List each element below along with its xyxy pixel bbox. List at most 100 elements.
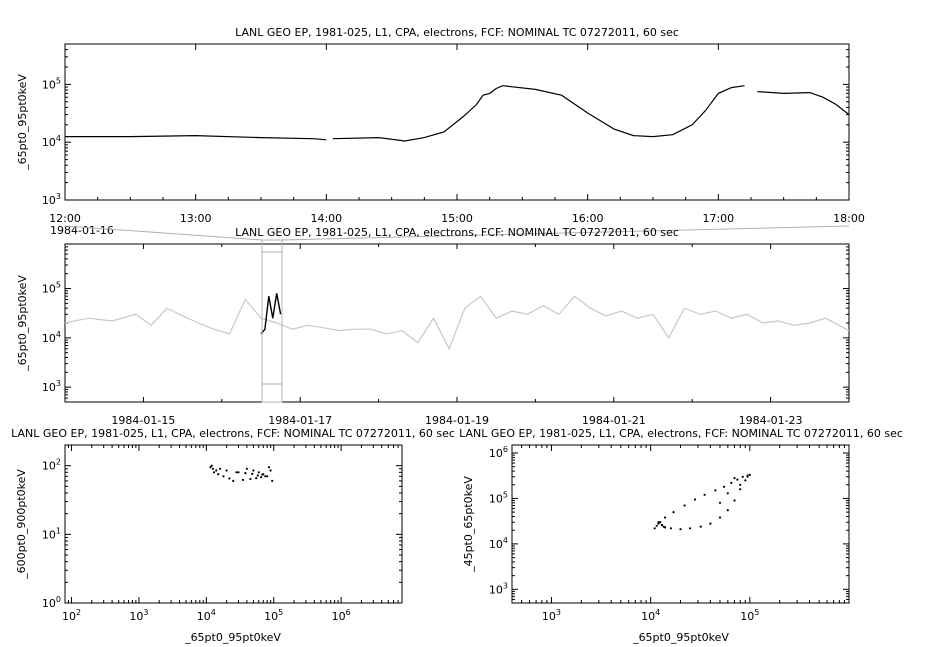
scatter-left-title: LANL GEO EP, 1981-025, L1, CPA, electron… — [11, 427, 455, 440]
overview-y-axis-label: _65pt0_95pt0keV — [16, 275, 29, 372]
scatter-point — [269, 469, 272, 472]
scatter-point — [679, 528, 682, 531]
x-tick-label: 1984-01-23 — [739, 414, 803, 427]
scatter-point — [252, 469, 255, 472]
x-tick-label: 13:00 — [180, 212, 212, 225]
x-tick-label: 12:00 — [49, 212, 81, 225]
scatter-point — [714, 489, 717, 492]
scatter-point — [726, 509, 729, 512]
series-line — [65, 134, 327, 141]
x-tick-label: 16:00 — [572, 212, 604, 225]
scatter-point — [266, 475, 269, 478]
x-tick-label: 106 — [332, 608, 351, 623]
scatter-point — [210, 464, 213, 467]
scatter-left-points — [209, 464, 274, 482]
y-tick-label: 103 — [42, 379, 61, 394]
scatter-point — [699, 525, 702, 528]
scatter-point — [264, 475, 267, 478]
scatter-point — [219, 467, 222, 470]
scatter-point — [260, 476, 263, 479]
scatter-point — [241, 478, 245, 481]
scatter-point — [244, 472, 247, 475]
x-tick-label: 105 — [264, 608, 283, 623]
scatter-point — [225, 469, 228, 472]
scatter-point — [703, 493, 706, 496]
scatter-point — [655, 524, 658, 527]
scatter-point — [245, 467, 248, 470]
scatter-point — [718, 516, 722, 519]
top-date-label: 1984-01-16 — [50, 224, 114, 237]
overview-zoom-box — [261, 239, 283, 403]
scatter-point — [709, 522, 712, 525]
scatter-point — [683, 504, 686, 507]
scatter-point — [744, 479, 747, 482]
y-tick-label: 103 — [489, 581, 508, 596]
scatter-point — [261, 473, 264, 476]
x-tick-label: 102 — [62, 608, 81, 623]
scatter-right-points — [653, 473, 751, 531]
scatter-point — [249, 477, 252, 481]
scatter-point — [209, 466, 212, 469]
x-tick-label: 1984-01-17 — [268, 414, 332, 427]
scatter-point — [659, 521, 662, 524]
y-tick-label: 104 — [42, 134, 61, 149]
scatter-left-axes: 100 101 102 102 103 104 105 106 — [42, 444, 403, 623]
series-line — [757, 91, 850, 116]
scatter-point — [271, 479, 274, 482]
scatter-point — [723, 485, 726, 488]
x-tick-label: 104 — [641, 608, 660, 623]
highlight-line — [260, 293, 282, 335]
scatter-point — [267, 466, 271, 469]
y-tick-label: 101 — [42, 526, 61, 541]
scatter-point — [746, 474, 749, 477]
scatter-point — [733, 499, 736, 502]
scatter-point — [256, 474, 259, 477]
x-tick-label: 1984-01-19 — [425, 414, 489, 427]
scatter-point — [660, 523, 664, 527]
y-tick-label: 105 — [42, 281, 61, 296]
zoom-connectors — [64, 225, 850, 241]
overview-series — [64, 293, 850, 351]
scatter-point — [215, 469, 218, 472]
scatter-right-axes: 103 104 105 106 103 104 105 — [489, 445, 850, 623]
y-tick-label: 105 — [42, 76, 61, 91]
scatter-point — [237, 471, 240, 474]
scatter-point — [653, 527, 656, 530]
scatter-point — [693, 498, 697, 501]
x-tick-label: 1984-01-15 — [111, 414, 175, 427]
x-tick-label: 1984-01-21 — [582, 414, 646, 427]
scatter-point — [211, 467, 214, 470]
scatter-point — [232, 479, 235, 482]
y-tick-label: 105 — [489, 490, 508, 505]
scatter-point — [718, 501, 722, 504]
x-tick-label: 18:00 — [833, 212, 865, 225]
scatter-left-y-axis-label: _600pt0_900pt0keV — [15, 469, 28, 580]
y-tick-label: 106 — [489, 445, 508, 460]
scatter-point — [689, 527, 692, 530]
scatter-point — [255, 477, 258, 480]
scatter-point — [657, 521, 660, 524]
scatter-point — [739, 483, 742, 486]
x-tick-label: 105 — [740, 608, 759, 623]
scatter-point — [733, 477, 736, 480]
zoom-connector-right — [281, 225, 850, 241]
scatter-point — [228, 477, 231, 480]
x-tick-label: 15:00 — [441, 212, 473, 225]
scatter-point — [739, 488, 742, 491]
scatter-point — [217, 473, 220, 476]
overview-plot-frame — [64, 243, 850, 403]
y-tick-label: 100 — [42, 595, 61, 610]
scatter-point — [235, 471, 238, 474]
scatter-point — [222, 475, 225, 478]
scatter-point — [664, 516, 667, 519]
scatter-point — [730, 481, 733, 484]
scatter-right-y-axis-label: _45pt0_65pt0keV — [462, 476, 475, 573]
top-y-axis-label: _65pt0_95pt0keV — [16, 74, 29, 171]
series-line — [64, 295, 850, 351]
top-axes: 103 104 105 12:00 13:00 14:00 15:00 16:00 17:00 1… — [42, 43, 865, 225]
scatter-point — [736, 478, 739, 481]
overview-axes: 103 104 105 1984-01-15 1984-01-17 1984-01-19 1… — [42, 243, 850, 427]
scatter-right-title: LANL GEO EP, 1981-025, L1, CPA, electron… — [459, 427, 903, 440]
scatter-point — [664, 526, 667, 529]
scatter-point — [669, 527, 673, 530]
